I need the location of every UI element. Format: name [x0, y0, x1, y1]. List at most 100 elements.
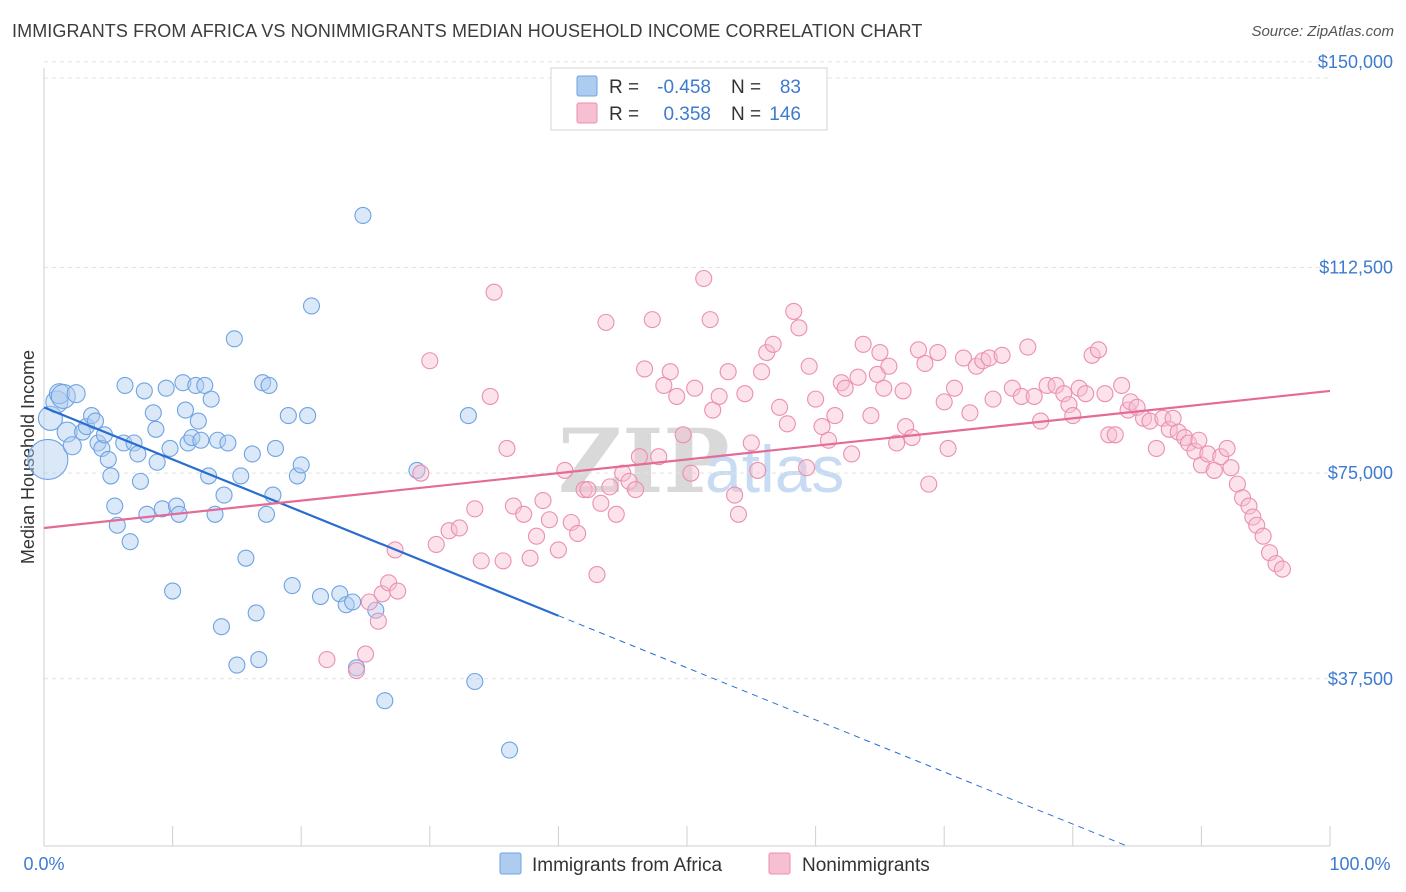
point-africa-26 — [138, 505, 156, 523]
point-nonimmigrants-110 — [1064, 407, 1082, 425]
point-nonimmigrants-81 — [875, 379, 893, 397]
point-nonimmigrants-52 — [704, 401, 722, 419]
point-africa-43 — [196, 376, 214, 394]
point-africa-40 — [187, 376, 205, 394]
point-nonimmigrants-63 — [771, 398, 789, 416]
point-nonimmigrants-50 — [695, 269, 713, 288]
point-nonimmigrants-74 — [836, 379, 854, 397]
point-africa-37 — [176, 401, 195, 419]
point-africa-16 — [102, 467, 120, 485]
series-legend-swatch-africa — [499, 852, 522, 875]
point-nonimmigrants-30 — [575, 481, 593, 499]
point-nonimmigrants-41 — [636, 360, 654, 378]
point-nonimmigrants-64 — [778, 415, 796, 433]
point-nonimmigrants-100 — [993, 346, 1011, 364]
point-nonimmigrants-25 — [540, 511, 558, 529]
point-nonimmigrants-8 — [389, 582, 407, 600]
legend-r-label-africa: R = — [609, 77, 639, 98]
point-nonimmigrants-83 — [888, 434, 906, 452]
point-nonimmigrants-68 — [800, 357, 818, 375]
point-nonimmigrants-84 — [894, 382, 912, 400]
watermark-zip: ZIP — [558, 409, 730, 513]
y-tick-label-2: $112,500 — [1319, 258, 1393, 278]
point-africa-69 — [311, 587, 330, 606]
point-nonimmigrants-49 — [686, 379, 704, 397]
point-africa-72 — [344, 593, 362, 611]
point-nonimmigrants-11 — [427, 535, 445, 553]
point-nonimmigrants-56 — [729, 505, 747, 523]
point-nonimmigrants-90 — [929, 343, 947, 362]
point-nonimmigrants-109 — [1060, 396, 1078, 414]
point-africa-66 — [292, 456, 310, 474]
series-legend-label-africa: Immigrants from Africa — [532, 855, 722, 876]
point-africa-62 — [266, 439, 285, 458]
legend-n-value-africa: 83 — [780, 77, 801, 98]
point-nonimmigrants-117 — [1106, 426, 1124, 444]
point-africa-33 — [164, 582, 182, 600]
point-africa-57 — [250, 651, 268, 669]
point-nonimmigrants-51 — [701, 311, 719, 329]
point-nonimmigrants-116 — [1100, 426, 1118, 444]
point-nonimmigrants-59 — [749, 461, 767, 479]
point-africa-63 — [279, 407, 297, 425]
point-nonimmigrants-147 — [1273, 560, 1291, 578]
trend-lines — [43, 389, 1331, 847]
point-africa-67 — [299, 407, 317, 425]
x-axis-ticks — [43, 826, 1331, 846]
legend-n-label-africa: N = — [731, 77, 761, 98]
point-africa-49 — [215, 486, 233, 504]
point-nonimmigrants-79 — [868, 365, 886, 384]
point-africa-74 — [354, 206, 372, 225]
point-africa-17 — [106, 497, 124, 515]
point-nonimmigrants-133 — [1192, 456, 1210, 474]
trend-line-nonimmigrants — [43, 389, 1331, 530]
x-tick-label-left: 0.0% — [23, 854, 64, 874]
point-nonimmigrants-141 — [1240, 497, 1258, 515]
point-nonimmigrants-118 — [1113, 376, 1131, 394]
trend-line-extension-africa — [558, 615, 1128, 847]
point-nonimmigrants-47 — [674, 426, 692, 444]
point-africa-41 — [189, 412, 207, 430]
point-africa-65 — [288, 467, 306, 485]
legend-n-value-nonimmigrants: 146 — [769, 104, 801, 125]
point-nonimmigrants-77 — [854, 335, 872, 353]
point-africa-70 — [331, 585, 349, 603]
point-nonimmigrants-124 — [1147, 439, 1165, 458]
point-africa-47 — [209, 431, 227, 449]
point-nonimmigrants-21 — [515, 505, 533, 523]
point-nonimmigrants-34 — [597, 313, 615, 331]
point-africa-32 — [161, 439, 179, 458]
series-legend: Immigrants from Africa Nonimmigrants — [499, 852, 930, 876]
point-nonimmigrants-125 — [1154, 409, 1172, 427]
point-nonimmigrants-70 — [813, 418, 831, 436]
series-legend-label-nonimmigrants: Nonimmigrants — [802, 855, 930, 876]
point-africa-7 — [66, 384, 86, 404]
point-nonimmigrants-22 — [521, 549, 539, 567]
point-africa-51 — [225, 330, 243, 348]
point-nonimmigrants-60 — [753, 363, 771, 381]
point-nonimmigrants-55 — [726, 486, 744, 504]
point-nonimmigrants-35 — [601, 478, 619, 496]
point-nonimmigrants-62 — [764, 335, 782, 353]
point-nonimmigrants-123 — [1141, 412, 1159, 430]
point-nonimmigrants-23 — [527, 527, 546, 545]
stats-legend: R = -0.458 N = 83 R = 0.358 N = 146 — [550, 67, 828, 131]
point-nonimmigrants-134 — [1199, 445, 1217, 463]
point-nonimmigrants-93 — [945, 379, 964, 397]
point-nonimmigrants-26 — [549, 541, 567, 559]
point-nonimmigrants-67 — [798, 459, 816, 477]
point-nonimmigrants-42 — [643, 311, 661, 329]
point-nonimmigrants-12 — [440, 522, 458, 540]
point-nonimmigrants-87 — [909, 341, 928, 359]
point-nonimmigrants-66 — [790, 319, 808, 337]
point-africa-15 — [99, 450, 117, 468]
y-axis-tick-labels: $37,500 $75,000 $112,500 $150,000 — [1318, 52, 1393, 689]
series-legend-swatch-nonimmigrants — [768, 852, 791, 875]
point-nonimmigrants-9 — [412, 464, 430, 482]
point-africa-13 — [93, 439, 111, 458]
point-nonimmigrants-40 — [630, 448, 648, 466]
point-africa-42 — [192, 431, 210, 449]
trend-line-africa — [43, 406, 559, 617]
point-nonimmigrants-103 — [1019, 338, 1037, 356]
point-africa-50 — [219, 434, 237, 452]
